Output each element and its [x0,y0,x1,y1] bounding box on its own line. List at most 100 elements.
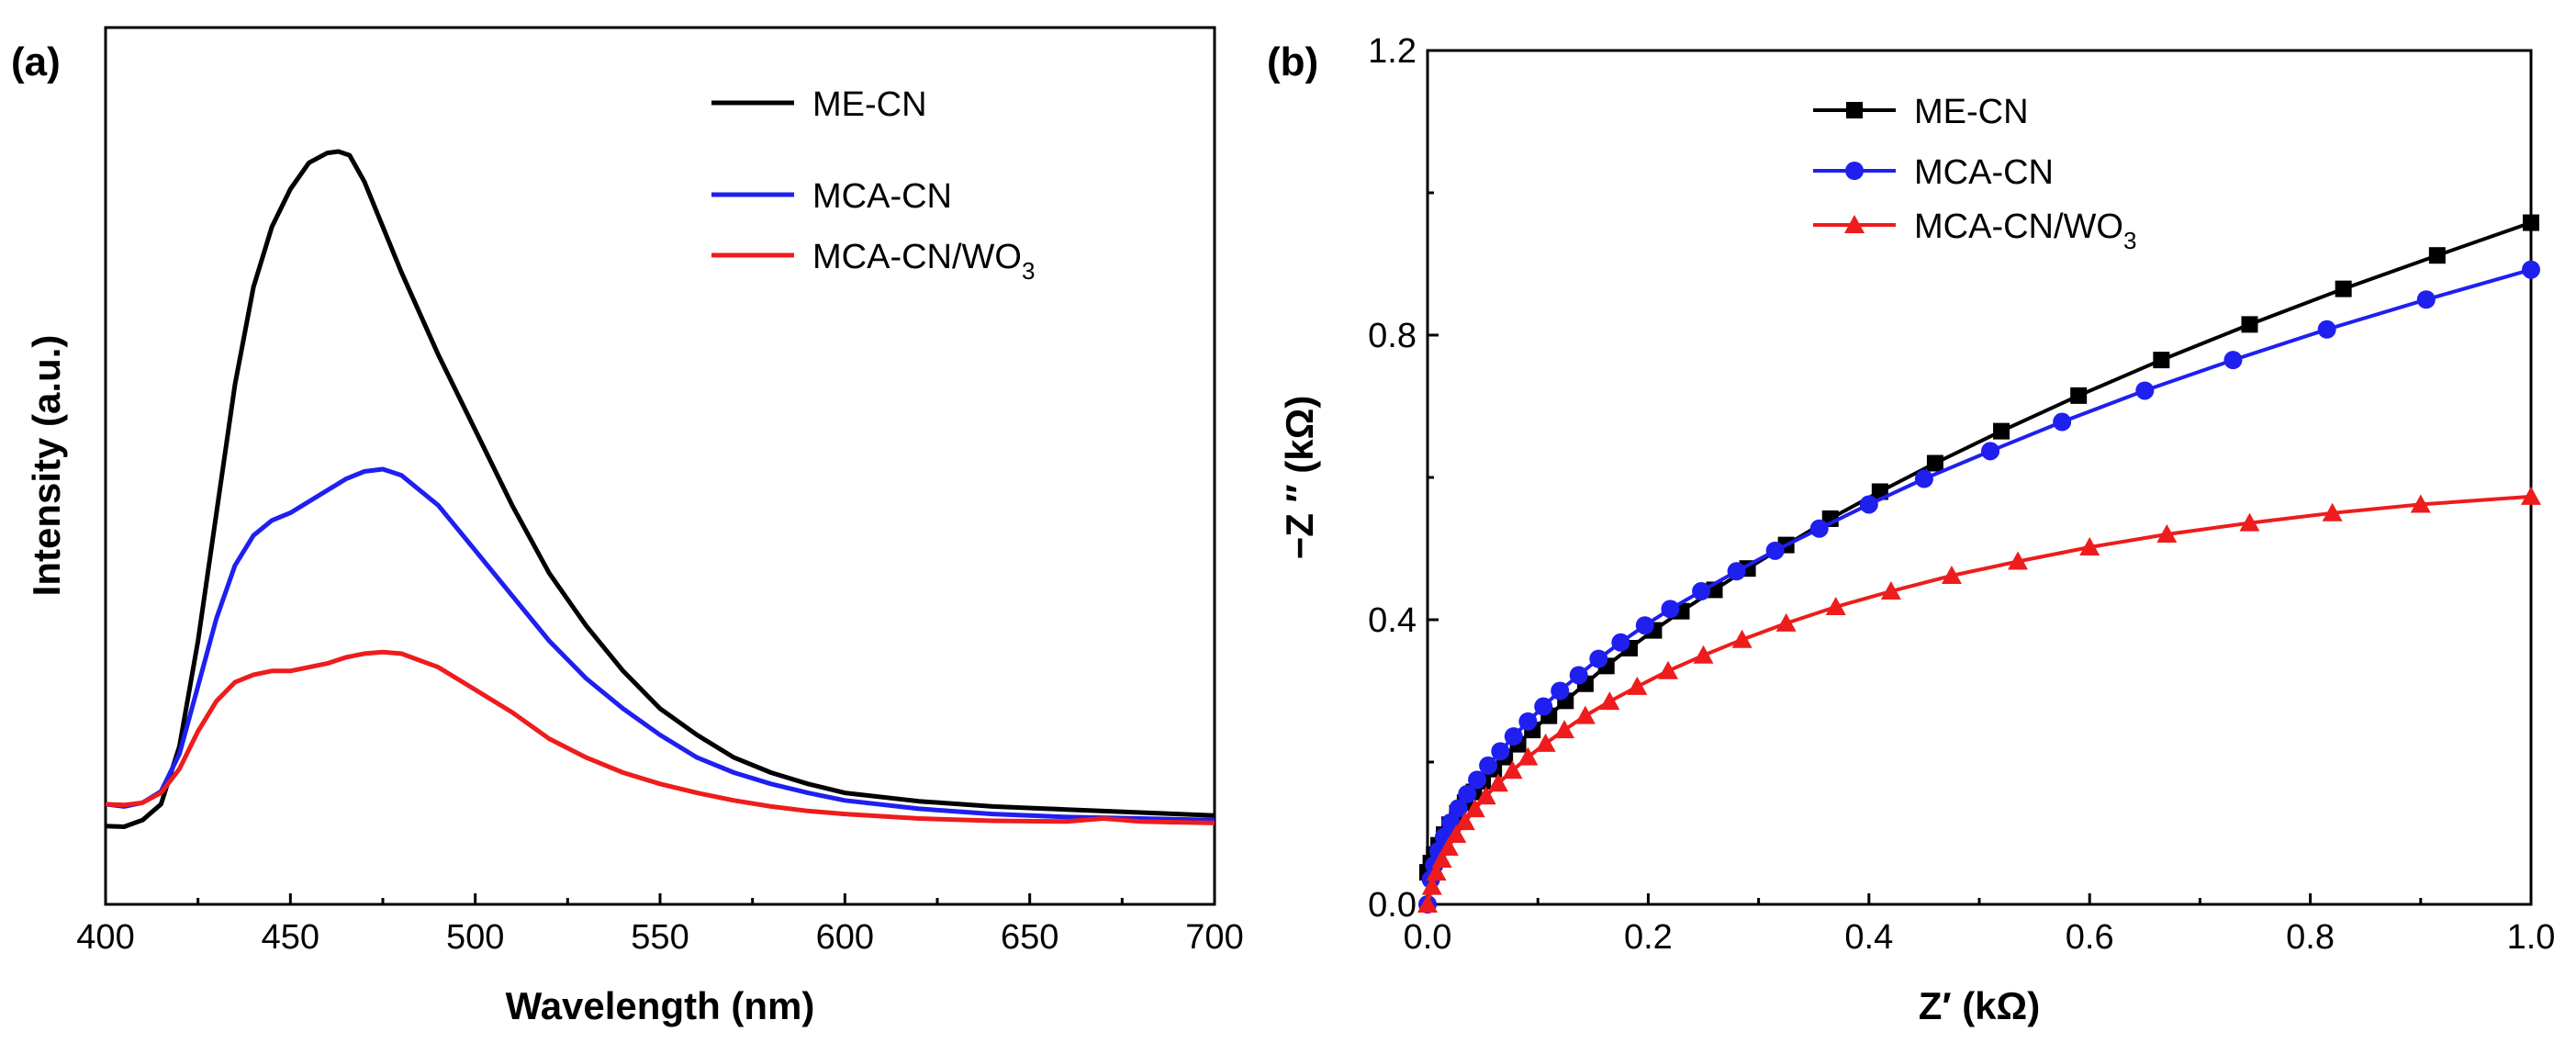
b-series-line-me-cn [1426,220,2532,873]
b-point-mca-cn [1809,519,1829,538]
b-point-mca-cn-wo3 [1658,660,1679,679]
panel-a-series [105,149,1215,829]
legend-a-label-mca-cn: MCA-CN [812,177,952,216]
b-point-me-cn [2070,387,2088,404]
legend-a-label-me-cn: ME-CN [812,85,927,124]
b-point-mca-cn-wo3 [1518,746,1539,766]
b-point-me-cn [1926,454,1943,472]
b-series-line-mca-cn [1426,267,2532,905]
b-point-mca-cn [1569,666,1588,685]
b-y-tick-label-0.8: 0.8 [1368,317,1417,355]
b-point-mca-cn-wo3 [1446,824,1467,844]
b-point-mca-cn [1914,469,1933,488]
b-point-mca-cn [1692,582,1711,600]
b-point-mca-cn-wo3 [1502,760,1523,779]
panel-b: (b) 0.0 0.2 0.4 0.6 0.8 1.0 0.0 0.4 0.8 1.2 Z′ (k… [1267,32,2555,1027]
panel-a-y-axis-title: Intensity (a.u.) [25,335,68,597]
legend-b-marker-mca-cn [1845,162,1864,180]
a-x-tick-label-700: 700 [1185,918,1243,957]
b-point-me-cn [2153,352,2170,369]
panel-a-x-ticks: 400 450 500 550 600 650 700 [76,893,1244,957]
b-point-mca-cn [2317,320,2336,339]
b-point-me-cn [2428,247,2446,264]
a-x-tick-label-550: 550 [631,918,689,957]
b-point-mca-cn-wo3 [1426,862,1447,881]
b-point-mca-cn-wo3 [1475,786,1496,805]
b-point-mca-cn-wo3 [2239,512,2260,532]
b-x-tick-label-0.6: 0.6 [2066,918,2114,957]
b-point-mca-cn-wo3 [1454,812,1475,831]
b-point-mca-cn [1504,727,1523,746]
b-point-mca-cn-wo3 [2410,494,2431,513]
b-point-me-cn [1993,422,2010,440]
legend-b-marker-me-cn [1846,102,1863,118]
b-point-mca-cn-wo3 [2008,551,2029,570]
b-point-mca-cn [1981,442,2000,461]
b-point-mca-cn-wo3 [1421,876,1442,895]
b-point-mca-cn-wo3 [1825,597,1846,616]
b-x-tick-label-0.8: 0.8 [2286,918,2335,957]
legend-b-label-me-cn: ME-CN [1914,93,2029,131]
b-point-mca-cn [1661,600,1680,619]
panel-b-label: (b) [1267,39,1318,84]
b-point-mca-cn-wo3 [1417,894,1438,913]
b-point-mca-cn-wo3 [1627,676,1648,695]
b-point-mca-cn-wo3 [1731,629,1753,648]
b-point-me-cn [2241,316,2258,333]
b-point-me-cn [2523,214,2539,231]
b-point-mca-cn [2416,290,2436,309]
b-point-mca-cn [1635,616,1654,635]
a-x-tick-label-600: 600 [816,918,874,957]
b-point-mca-cn [2053,412,2072,432]
legend-b-label-mca-cn: MCA-CN [1914,153,2054,192]
b-point-mca-cn [1518,712,1538,731]
b-point-mca-cn-wo3 [1535,733,1556,752]
b-point-mca-cn [1727,562,1746,581]
panel-a-label: (a) [11,39,61,84]
b-point-mca-cn [1491,742,1510,761]
a-series-line-me-cn [105,149,1215,829]
b-point-mca-cn [1589,649,1608,668]
b-point-mca-cn-wo3 [2079,536,2100,555]
a-x-tick-label-450: 450 [262,918,319,957]
b-point-mca-cn [1765,541,1785,560]
b-point-mca-cn-wo3 [1941,565,1962,584]
b-point-me-cn [2335,280,2352,297]
b-y-tick-label-0.0: 0.0 [1368,886,1417,925]
b-x-tick-label-0.0: 0.0 [1404,918,1452,957]
b-x-tick-label-1.0: 1.0 [2507,918,2556,957]
legend-b-label-mca-cn-wo3: MCA-CN/WO3 [1914,207,2136,254]
b-point-mca-cn [1479,756,1498,775]
b-point-mca-cn [1468,770,1487,790]
b-point-mca-cn-wo3 [1464,799,1485,818]
a-x-tick-label-650: 650 [1001,918,1058,957]
b-point-mca-cn-wo3 [1487,773,1508,792]
b-x-tick-label-0.2: 0.2 [1624,918,1673,957]
b-point-mca-cn [1611,633,1630,652]
a-x-tick-label-500: 500 [446,918,504,957]
a-series-line-mca-cn-wo3 [105,649,1215,825]
b-point-mca-cn-wo3 [1431,849,1452,869]
b-point-mca-cn [1551,681,1570,701]
b-point-mca-cn [2135,381,2155,400]
legend-b-subscript: 3 [2123,227,2136,254]
b-point-mca-cn [2223,351,2243,370]
b-point-mca-cn-wo3 [2322,502,2343,521]
b-point-mca-cn-wo3 [1438,837,1459,856]
b-point-mca-cn [1534,697,1553,716]
b-series-line-mca-cn-wo3 [1426,494,2532,905]
b-y-tick-label-1.2: 1.2 [1368,32,1417,71]
a-series-line-mca-cn [105,466,1215,823]
panel-a: (a) 400 450 500 550 600 650 700 Wavelength (nm… [11,26,1244,1027]
b-point-mca-cn-wo3 [2156,524,2178,543]
b-point-mca-cn-wo3 [1693,645,1714,664]
panel-b-series [1417,214,2541,914]
b-point-mca-cn [1449,799,1468,818]
b-point-mca-cn [2522,260,2540,279]
b-point-mca-cn-wo3 [1574,705,1596,724]
a-x-tick-label-400: 400 [76,918,134,957]
panel-b-ticks: 0.0 0.2 0.4 0.6 0.8 1.0 0.0 0.4 0.8 1.2 [1368,32,2555,957]
panel-a-x-axis-title: Wavelength (nm) [506,984,815,1027]
b-point-mca-cn-wo3 [1554,720,1575,739]
